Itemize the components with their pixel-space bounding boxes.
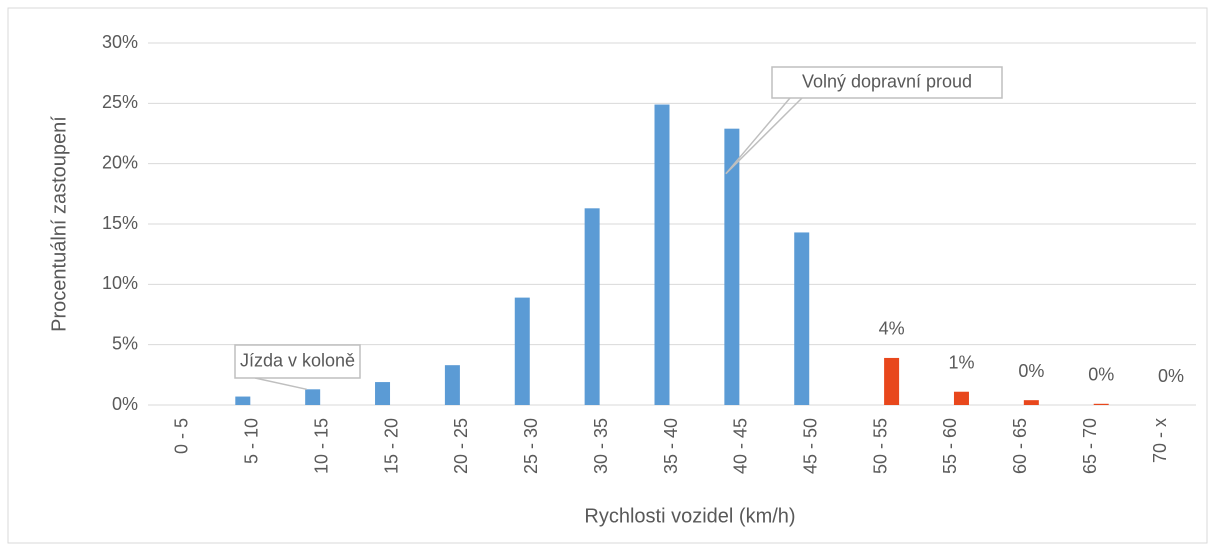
bar	[953, 391, 969, 405]
x-tick-label: 50 - 55	[870, 418, 890, 474]
bar	[235, 396, 251, 405]
x-tick-label: 5 - 10	[242, 418, 262, 464]
y-axis-title: Procentuální zastoupení	[48, 116, 70, 332]
bar	[884, 357, 900, 405]
x-tick-label: 60 - 65	[1010, 418, 1030, 474]
y-tick-label: 5%	[112, 333, 138, 353]
data-label: 0%	[1158, 366, 1184, 386]
data-label: 0%	[1088, 365, 1114, 385]
x-tick-label: 45 - 50	[800, 418, 820, 474]
bar	[514, 297, 530, 405]
x-tick-label: 25 - 30	[521, 418, 541, 474]
x-tick-label: 0 - 5	[172, 418, 192, 454]
x-tick-label: 10 - 15	[311, 418, 331, 474]
bar	[375, 382, 391, 405]
y-tick-label: 25%	[102, 92, 138, 112]
data-label: 1%	[948, 352, 974, 372]
y-tick-label: 20%	[102, 152, 138, 172]
bar	[654, 104, 670, 405]
x-tick-label: 20 - 25	[451, 418, 471, 474]
bar	[305, 389, 321, 405]
data-label: 4%	[879, 319, 905, 339]
callout-box	[771, 66, 1003, 99]
y-tick-label: 10%	[102, 273, 138, 293]
x-tick-label: 70 - x	[1150, 418, 1170, 463]
callout-line	[254, 377, 307, 391]
bar	[794, 232, 810, 405]
bar	[444, 365, 460, 405]
y-tick-label: 30%	[102, 32, 138, 52]
annotation: Jízda v koloně	[240, 350, 355, 370]
bar	[1023, 400, 1039, 405]
x-tick-label: 55 - 60	[940, 418, 960, 474]
bar	[1093, 403, 1109, 405]
callout-line	[725, 97, 803, 175]
x-tick-label: 40 - 45	[731, 418, 751, 474]
y-tick-label: 0%	[112, 394, 138, 414]
bar	[584, 208, 600, 405]
x-tick-label: 30 - 35	[591, 418, 611, 474]
chart-border	[7, 7, 1208, 544]
y-tick-label: 15%	[102, 213, 138, 233]
callout-box	[234, 344, 361, 379]
annotation: Volný dopravní proud	[802, 71, 972, 91]
x-tick-label: 35 - 40	[661, 418, 681, 474]
data-label: 0%	[1018, 361, 1044, 381]
x-tick-label: 15 - 20	[381, 418, 401, 474]
bar	[724, 128, 740, 405]
x-axis-title: Rychlosti vozidel (km/h)	[584, 505, 795, 527]
callout-line	[725, 97, 791, 175]
x-tick-label: 65 - 70	[1080, 418, 1100, 474]
